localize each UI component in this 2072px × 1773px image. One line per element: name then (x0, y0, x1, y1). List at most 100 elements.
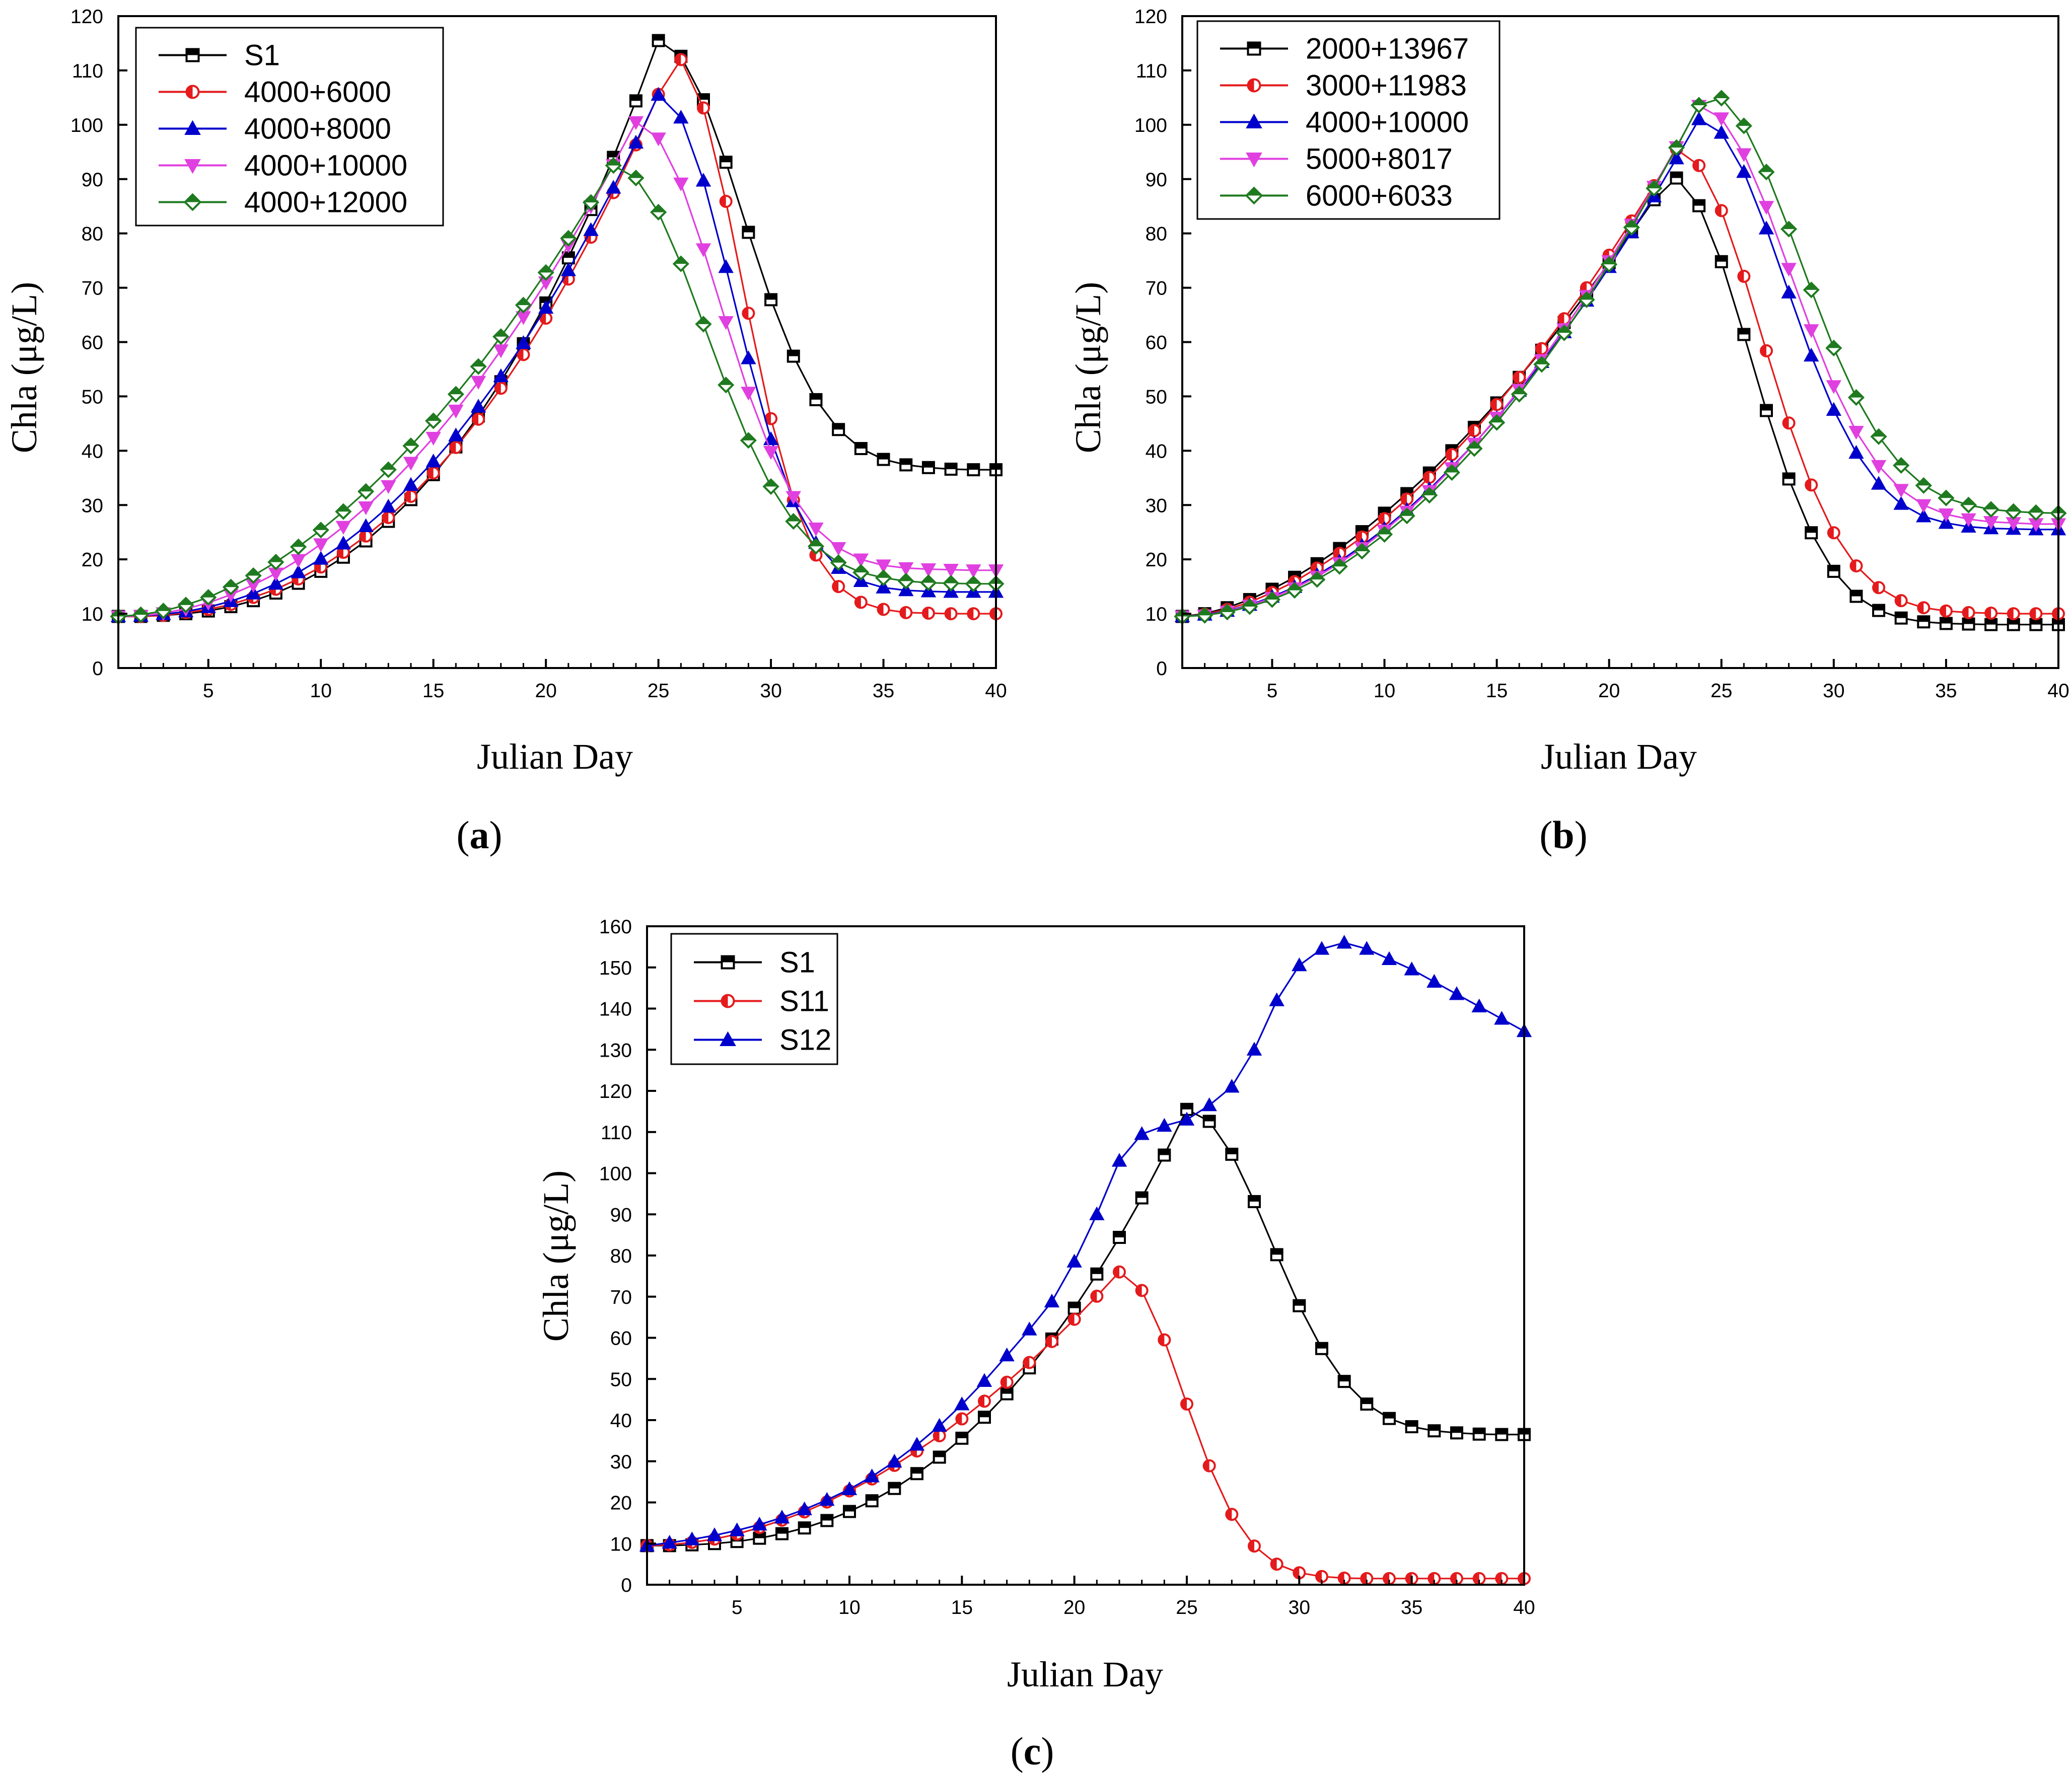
panel-b-series-4-point-19-fill (1580, 292, 1594, 300)
panel-a-series-2-point-10 (313, 551, 329, 565)
panel-b-legend-label-3: 5000+8017 (1306, 143, 1453, 176)
panel-a-series-4 (110, 157, 1005, 625)
panel-b-series-0-point-36-fill (1963, 618, 1974, 624)
panel-b-series-3-point-29 (1804, 324, 1819, 338)
panel-a-series-0-point-30-fill (765, 294, 777, 300)
panel-c-series-1-point-26-fill (1203, 1460, 1209, 1471)
panel-a-series-2-point-13 (381, 498, 396, 513)
panel-b-series-4-point-5-fill (1265, 593, 1279, 600)
panel-a-series-2-point-9 (291, 564, 306, 578)
panel-b-series-4-point-35-fill (1939, 491, 1953, 498)
panel-b-legend-marker-2 (1246, 113, 1262, 129)
panel-a-series-3-point-10 (313, 538, 329, 552)
panel-c-series-0-point-24-fill (1159, 1149, 1170, 1155)
panel-b-legend-marker-0-fill (1248, 42, 1260, 49)
panel-c-series-0-point-27-fill (1226, 1148, 1238, 1154)
panel-a-series-2-point-36 (898, 582, 914, 597)
panel-c-series-0-point-14-fill (934, 1451, 945, 1457)
panel-c-series-2-point-19 (1044, 1293, 1060, 1308)
panel-a-legend: S1 4000+6000 4000+8000 4000+10000 4000+12000 (135, 27, 444, 227)
panel-b-series-1-point-31-fill (1850, 560, 1856, 572)
panel-a-xtick-label-35: 35 (873, 680, 894, 702)
panel-b-series-4-point-14-fill (1467, 441, 1481, 449)
panel-a-ytick-label-30: 30 (82, 495, 103, 516)
panel-c-series-2-point-23 (1134, 1126, 1150, 1140)
panel-b-series-4-point-3-fill (1220, 605, 1234, 612)
panel-b-series-0-point-34-fill (1918, 616, 1930, 622)
panel-a-series-1-point-18-fill (495, 383, 501, 394)
panel-c-series-0-point-16-fill (979, 1412, 990, 1418)
panel-a-series-0-point-39-fill (968, 464, 979, 470)
panel-a-series-4-point-26-fill (674, 257, 688, 264)
panel-c-series-2-point-11 (864, 1468, 880, 1483)
panel-c-series-1-point-36-fill (1428, 1573, 1435, 1584)
panel-b-series-0-point-6-fill (1289, 571, 1301, 577)
panel-a-series-0-point-34-fill (855, 443, 867, 449)
panel-c-series-2-point-34 (1381, 951, 1397, 966)
panel-c-xtick-label-20: 20 (1063, 1597, 1085, 1618)
panel-b-ytick-label-90: 90 (1146, 169, 1167, 191)
panel-a-series-3-point-31 (785, 491, 801, 505)
panel-b-series-1-line (1182, 148, 2058, 618)
panel-b-ytick-label-80: 80 (1146, 224, 1167, 245)
panel-a-series-1-point-34-fill (855, 597, 861, 608)
panel-b: 5 10 15 20 25 30 35 40 0 10 20 30 40 50 60 70 80 90 100 110… (1068, 6, 2069, 857)
panel-b-series-1-point-26-fill (1738, 270, 1744, 282)
panel-a-ytick-label-120: 120 (70, 6, 103, 28)
panel-a-series-0-point-25-fill (653, 35, 664, 41)
panel-c-series-1-point-18-fill (1024, 1357, 1030, 1368)
panel-b-series-4-point-4-fill (1243, 600, 1257, 607)
panel-b-series-4-point-32-fill (1872, 429, 1886, 437)
panel-a-series-3-point-39 (966, 564, 981, 578)
panel-c-series-2-point-18 (1022, 1321, 1037, 1336)
panel-a-series-4-point-11-fill (336, 504, 350, 512)
panel-b-ytick-label-0: 0 (1156, 658, 1167, 680)
panel-c-series-1-point-17-fill (1001, 1376, 1007, 1388)
panel-c-ytick-label-140: 140 (599, 999, 632, 1020)
panel-b-series-0-point-8-fill (1334, 543, 1345, 549)
panel-b-series-4-point-28-fill (1781, 222, 1796, 230)
panel-a-series-1-point-33-fill (833, 581, 839, 593)
panel-b-series-4-point-24-fill (1692, 98, 1706, 105)
panel-b-series-2-point-26 (1736, 164, 1752, 178)
panel-c-series-0-point-11-fill (866, 1495, 878, 1501)
panel-b-series-2-point-34 (1916, 508, 1932, 523)
panel-c-series-0-point-38-fill (1473, 1428, 1485, 1434)
panel-a-series-3-point-17 (470, 376, 486, 390)
panel-b-series-4-point-34-fill (1916, 478, 1931, 486)
panel-b-series-3-point-25 (1713, 112, 1729, 126)
panel-b-series-4 (1174, 90, 2067, 625)
panel-b-series-1-point-29-fill (1806, 479, 1812, 491)
panel-a-series-4-point-16-fill (449, 387, 463, 395)
panel-a-series-4-point-20-fill (539, 265, 553, 273)
panel-a-series-0-line (118, 39, 996, 618)
panel-c-series-2-point-12 (887, 1453, 902, 1468)
panel-c-series-1-point-23-fill (1136, 1285, 1142, 1296)
panel-c-series-0-point-17-fill (1001, 1388, 1013, 1394)
panel-a-series-4-point-28-fill (719, 378, 733, 385)
panel-b-series-3-point-27 (1758, 201, 1774, 215)
panel-b-series-4-point-25-fill (1714, 91, 1729, 98)
panel-b-series-1-point-28-fill (1783, 417, 1789, 429)
panel-a-ylabel: Chla (μg/L) (4, 282, 44, 454)
panel-b-caption: (b) (1539, 813, 1587, 857)
panel-c-series-0-point-10-fill (844, 1506, 855, 1512)
panel-a-legend-marker-3 (184, 159, 201, 174)
panel-c-series-0-point-34-fill (1384, 1413, 1395, 1419)
panel-b-series-3-point-35 (1938, 508, 1954, 523)
panel-c-series-2-point-4 (706, 1527, 723, 1541)
panel-c-xtick-label-10: 10 (838, 1597, 860, 1618)
panel-c-ytick-label-40: 40 (610, 1410, 632, 1432)
panel-c-series-2-point-27 (1224, 1079, 1240, 1093)
panel-a-series-3-point-28 (718, 316, 734, 330)
panel-c-ytick-label-90: 90 (610, 1204, 632, 1226)
panel-b-series-2-point-32 (1871, 476, 1887, 490)
panel-a-series-3-point-27 (695, 243, 711, 257)
panel-b-series-0-point-9-fill (1356, 526, 1368, 532)
panel-a-series-1-point-12-fill (360, 530, 366, 542)
panel-b-series-1-point-15-fill (1491, 399, 1497, 410)
panel-b-series-4-point-30-fill (1827, 341, 1841, 348)
panel-a-plot-area: 5 10 15 20 25 30 35 40 0 10 20 30 40 50 60 70 80 90 100 110… (70, 6, 1007, 702)
panel-a-series-0-point-36-fill (900, 459, 912, 465)
panel-a-legend-marker-2 (184, 120, 201, 135)
